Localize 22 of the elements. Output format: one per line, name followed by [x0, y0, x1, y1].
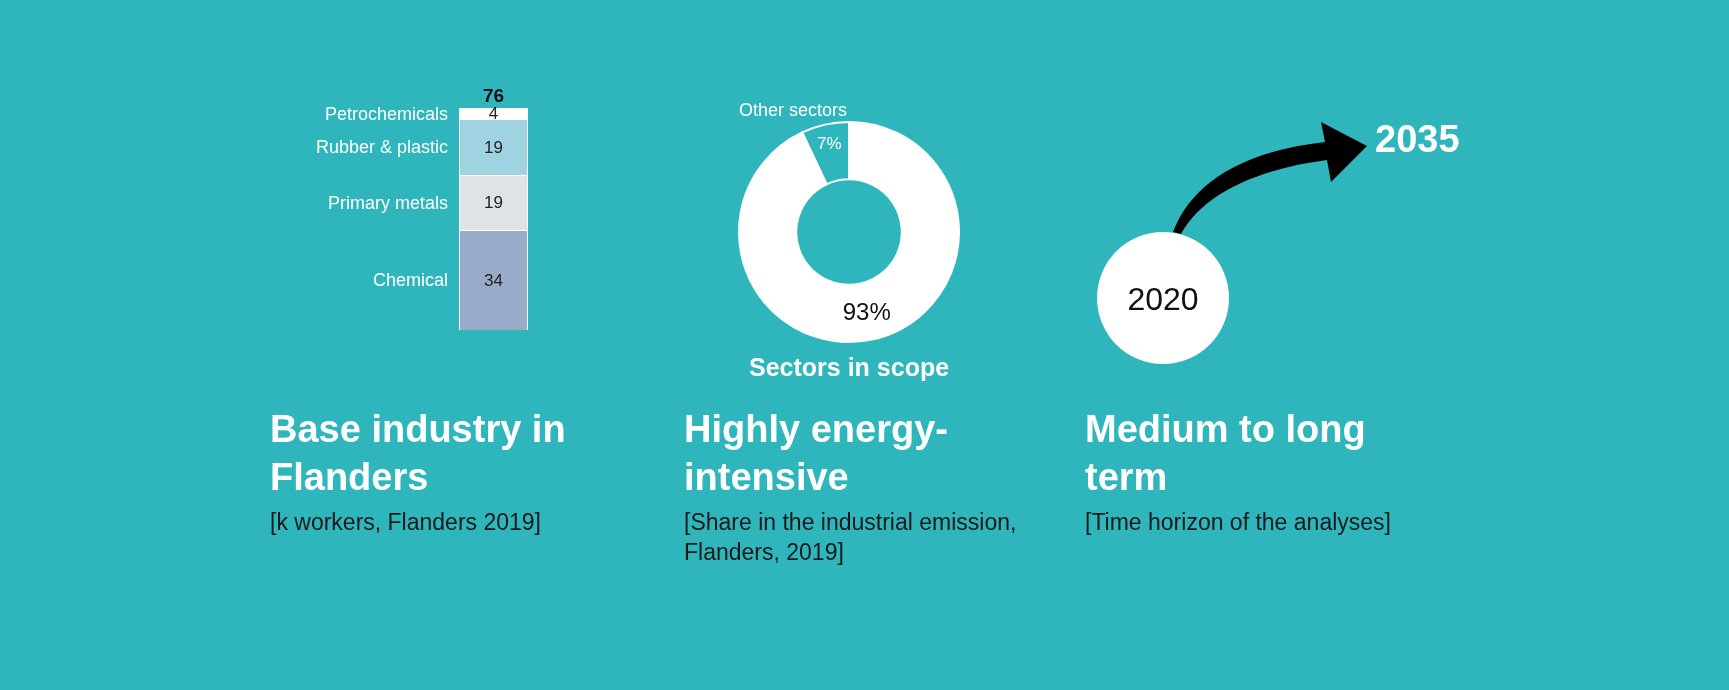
data-label: 93% [842, 297, 891, 325]
slice-label: Sectors in scope [749, 353, 950, 381]
text: [Time horizon of the analyses] [1085, 508, 1392, 537]
text: 2035 [1375, 118, 1460, 160]
text: [Share in the industrial emission, Flanders, 2019] [684, 508, 1018, 567]
series-label: Petrochemicals [325, 104, 449, 124]
text: Medium to long term [1085, 407, 1367, 500]
data-label: 7% [817, 134, 842, 154]
series-label: Chemical [373, 270, 449, 290]
text: Highly energy-intensive [684, 407, 949, 500]
series-label: Rubber & plastic [316, 137, 449, 157]
slice-label: Other sectors [739, 100, 848, 120]
data-label: 4 [488, 104, 499, 124]
data-label: 34 [483, 270, 503, 290]
text: 2020 [1127, 281, 1199, 317]
data-label: 19 [483, 193, 503, 213]
series-label: Primary metals [328, 193, 449, 213]
text: [k workers, Flanders 2019] [270, 508, 542, 537]
text: Base industry in Flanders [270, 407, 567, 500]
total-label: 76 [483, 85, 505, 106]
donut-slice [738, 121, 960, 343]
data-label: 19 [483, 137, 503, 157]
